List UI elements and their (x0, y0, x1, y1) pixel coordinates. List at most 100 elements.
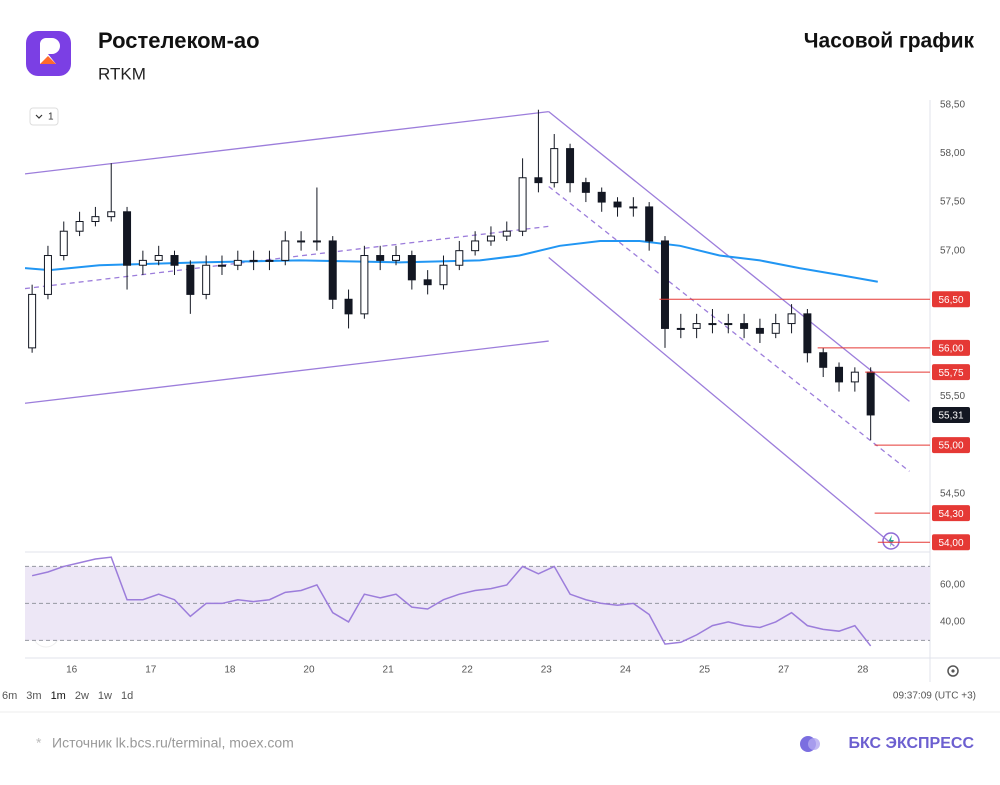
candle-body (771, 323, 780, 334)
candle-body (597, 191, 606, 203)
rsi-line (31, 556, 872, 647)
level-label-box (932, 505, 970, 522)
candle-body (660, 240, 669, 329)
ticker: RTKM (98, 64, 146, 83)
candle-body (819, 352, 828, 368)
y-tick-label: 58,00 (940, 148, 965, 159)
trendline (25, 111, 549, 175)
moving-average (25, 239, 878, 283)
y-tick-label: 57,00 (940, 245, 965, 256)
plot (25, 556, 930, 647)
y-tick-label: 57,50 (940, 197, 965, 208)
trendline (25, 340, 549, 404)
candle-body (28, 293, 37, 349)
candle-body (486, 235, 495, 242)
candle-body (439, 264, 448, 286)
level-label: 56,00 (938, 344, 963, 355)
candle-body (850, 371, 859, 383)
candle-body (123, 211, 132, 266)
plot (25, 109, 910, 547)
y-tick-label: 58,50 (940, 100, 965, 111)
timeframe[interactable]: 2w (75, 690, 89, 702)
candle-body (534, 177, 543, 184)
candle-body (297, 240, 306, 243)
level-label-box (932, 437, 970, 454)
candle-body (835, 366, 844, 383)
x-tick-label: 23 (541, 665, 553, 676)
y-tick-label: 60,00 (940, 580, 965, 591)
last-price-box (932, 406, 970, 423)
x-tick-label: 22 (462, 665, 474, 676)
y-tick-label: 40,00 (940, 617, 965, 628)
candle-body (471, 240, 480, 252)
candle-body (328, 240, 337, 300)
candle-body (724, 323, 733, 326)
settings-icon[interactable] (947, 665, 959, 677)
interval-button[interactable] (29, 107, 59, 126)
x-tick-label: 25 (699, 665, 711, 676)
last-price-label: 55,31 (938, 411, 963, 422)
footnote-star: * (36, 735, 42, 751)
level-label: 56,50 (938, 295, 963, 306)
candle-body (407, 255, 416, 281)
trendline (548, 256, 895, 547)
candle-body (312, 240, 321, 243)
title: Ростелеком-ао (98, 28, 260, 53)
candle-body (692, 323, 701, 329)
brand: БКС ЭКСПРЕСС (849, 735, 975, 752)
logo-accent (40, 56, 56, 64)
x-tick-label: 18 (224, 665, 236, 676)
y-tick-label: 54,50 (940, 488, 965, 499)
timeframe[interactable]: 1d (121, 690, 133, 702)
candle-body (249, 259, 258, 262)
chevron (35, 114, 43, 119)
clock: 09:37:09 (UTC +3) (893, 691, 976, 702)
candle-body (550, 148, 559, 184)
candle-body (75, 221, 84, 232)
candle-body (344, 298, 353, 315)
candle-body (154, 255, 163, 261)
logo-mark (40, 38, 60, 64)
level-label: 55,00 (938, 441, 963, 452)
candle-body (755, 327, 764, 334)
candle-body (455, 250, 464, 266)
candle-body (138, 259, 147, 266)
chart-kind: Часовой график (804, 30, 975, 53)
timeframe[interactable]: 3m (26, 690, 41, 702)
candle-body (360, 255, 369, 315)
candle-body (502, 230, 511, 237)
interval-label: 1 (48, 112, 54, 123)
candle-body (787, 313, 796, 325)
level-label: 54,00 (938, 538, 963, 549)
alert-icon[interactable] (882, 532, 900, 550)
candle-body (265, 259, 274, 262)
timeframe[interactable]: 6m (2, 690, 17, 702)
candle-body (518, 177, 527, 232)
candle-body (676, 327, 685, 330)
candle-body (866, 371, 875, 416)
timeframe[interactable]: 1w (98, 690, 112, 702)
candle-body (43, 255, 52, 295)
x-tick-label: 24 (620, 665, 632, 676)
candle-body (376, 255, 385, 261)
candle-body (281, 240, 290, 261)
candle-body (186, 264, 195, 295)
x-tick-label: 28 (857, 665, 869, 676)
level-label-box (932, 534, 970, 551)
candle-body (202, 264, 211, 295)
candle-body (708, 323, 717, 326)
candle-body (581, 182, 590, 193)
candle-body (170, 255, 179, 266)
level-label-box (932, 364, 970, 381)
timeframe[interactable]: 1m (51, 690, 66, 702)
x-tick-label: 20 (303, 665, 315, 676)
source: Источник lk.bcs.ru/terminal, moex.com (52, 735, 294, 751)
candle-body (217, 264, 226, 267)
x-tick-label: 17 (145, 665, 157, 676)
x-tick-label: 27 (778, 665, 790, 676)
candle-body (613, 201, 622, 208)
x-tick-label: 21 (383, 665, 395, 676)
y-tick-label: 55,50 (940, 391, 965, 402)
